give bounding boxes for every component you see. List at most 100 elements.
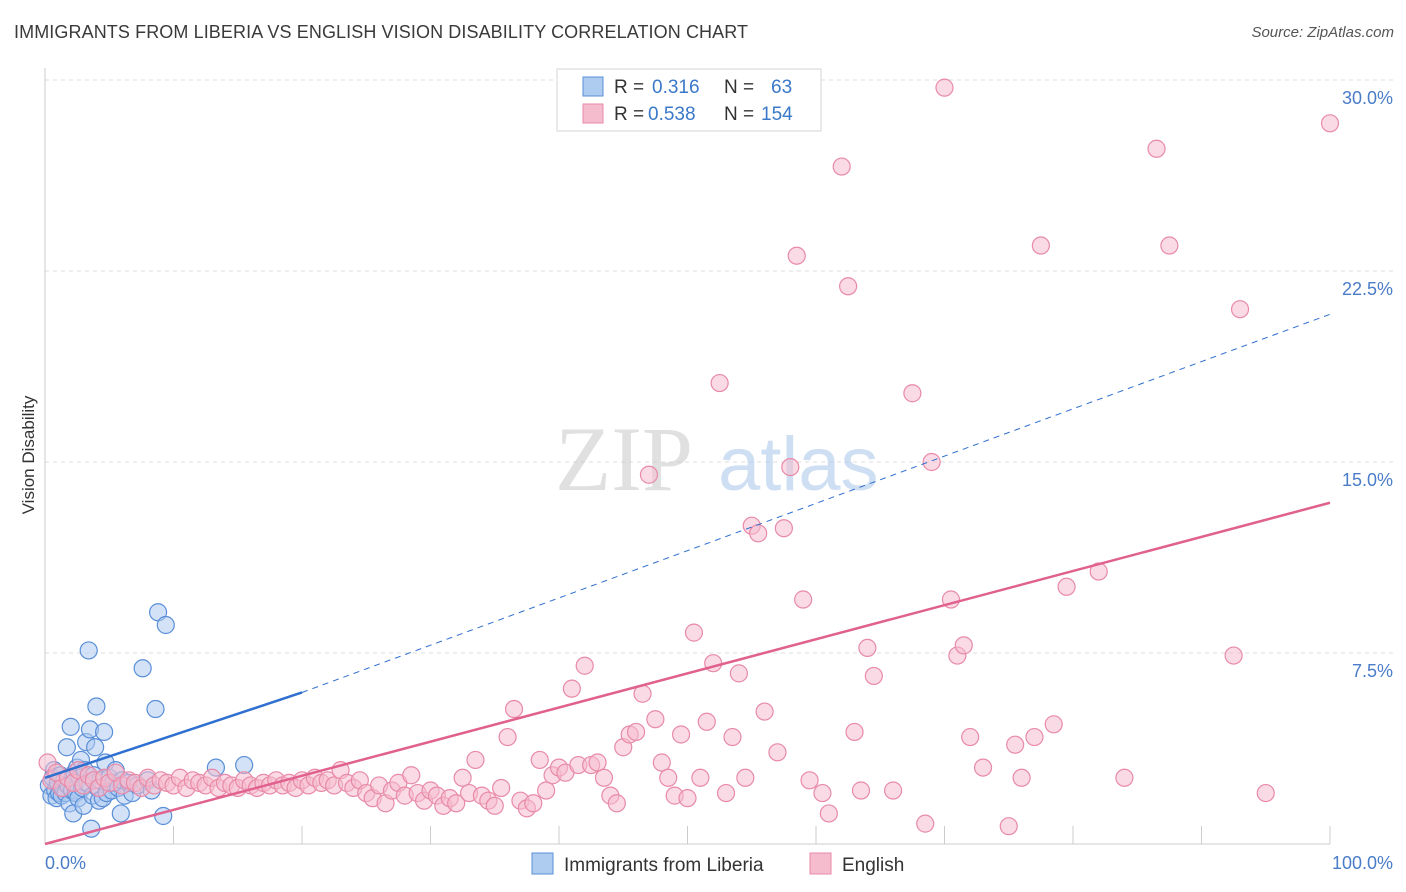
- english-point: [524, 794, 543, 813]
- chart-title: IMMIGRANTS FROM LIBERIA VS ENGLISH VISIO…: [14, 22, 749, 42]
- y-tick-label: 7.5%: [1352, 661, 1393, 681]
- liberia-point: [146, 699, 165, 719]
- legend-swatch-pink: [582, 103, 604, 124]
- english-point: [1160, 236, 1179, 255]
- liberia-point: [79, 641, 98, 660]
- english-point: [935, 78, 954, 97]
- english-point: [639, 465, 659, 484]
- english-point: [973, 758, 993, 777]
- liberia-point: [57, 738, 76, 757]
- english-point: [800, 771, 819, 790]
- axes: [44, 68, 1331, 845]
- english-point: [749, 524, 768, 543]
- english-trend-line: [44, 501, 1331, 846]
- liberia-trend-line: [44, 691, 303, 779]
- english-point: [723, 727, 742, 747]
- english-point: [575, 656, 594, 675]
- y-tick-label: 30.0%: [1342, 88, 1393, 108]
- liberia-point: [133, 659, 152, 678]
- english-point: [537, 781, 556, 800]
- english-point: [402, 766, 421, 785]
- english-point: [1256, 783, 1275, 803]
- legend-r-label: R =: [614, 104, 644, 125]
- english-point: [710, 373, 729, 393]
- english-point: [755, 702, 774, 721]
- legend-label-liberia: Immigrants from Liberia: [564, 855, 764, 876]
- series-legend: Immigrants from Liberia English: [531, 852, 904, 876]
- english-point: [916, 814, 935, 833]
- english-point: [671, 725, 691, 744]
- liberia-point: [61, 717, 80, 736]
- legend-n-value: 154: [761, 104, 793, 125]
- english-point: [781, 457, 800, 477]
- source-credit: Source: ZipAtlas.com: [1251, 24, 1394, 41]
- english-point: [787, 246, 806, 265]
- english-point: [858, 638, 877, 658]
- liberia-point: [86, 738, 105, 757]
- english-point: [697, 712, 716, 731]
- watermark-zip: ZIP: [555, 408, 693, 510]
- english-point: [1025, 727, 1044, 747]
- english-point: [813, 783, 832, 803]
- y-tick-label: 22.5%: [1342, 279, 1393, 299]
- english-point: [492, 778, 511, 798]
- english-point: [659, 768, 678, 787]
- liberia-point: [87, 697, 106, 716]
- english-point: [1147, 139, 1166, 158]
- english-point: [768, 743, 787, 762]
- english-point: [1115, 768, 1134, 787]
- liberia-point: [156, 615, 175, 635]
- english-point: [922, 452, 941, 472]
- english-point: [453, 768, 472, 787]
- legend-r-value: 0.316: [652, 77, 700, 98]
- x-tick-label: 0.0%: [45, 853, 86, 873]
- english-point: [1057, 577, 1076, 596]
- english-point: [691, 768, 710, 787]
- x-tick-label: 100.0%: [1332, 853, 1393, 873]
- trend-lines: [44, 313, 1331, 846]
- english-point: [562, 679, 581, 698]
- english-point: [684, 623, 704, 642]
- english-point: [736, 768, 755, 787]
- english-point: [961, 727, 980, 747]
- english-point: [845, 722, 864, 742]
- liberia-point: [235, 755, 254, 775]
- english-point: [903, 384, 922, 403]
- grid-lines: [45, 79, 1394, 654]
- english-point: [883, 781, 903, 800]
- english-point: [485, 796, 504, 815]
- y-tick-labels: 7.5% 15.0% 22.5% 30.0%: [1342, 88, 1393, 681]
- legend-swatch-english: [809, 852, 832, 875]
- legend-n-label: N =: [724, 104, 754, 125]
- english-point: [851, 781, 871, 800]
- english-point: [652, 753, 671, 772]
- series-english-points: [38, 78, 1340, 836]
- legend-swatch-liberia: [531, 852, 554, 875]
- english-point: [999, 817, 1018, 836]
- legend-n-label: N =: [724, 77, 754, 98]
- english-point: [819, 804, 838, 823]
- legend-swatch-blue: [582, 76, 604, 97]
- english-point: [1031, 236, 1050, 255]
- english-point: [1012, 768, 1031, 787]
- english-point: [774, 519, 793, 538]
- liberia-point: [95, 722, 114, 742]
- english-point: [729, 664, 749, 683]
- english-point: [1224, 646, 1243, 665]
- legend-r-label: R =: [614, 77, 644, 98]
- english-point: [447, 794, 466, 813]
- legend-n-value: 63: [771, 77, 792, 98]
- english-point: [678, 789, 697, 808]
- english-point: [594, 768, 614, 787]
- stats-legend: R = 0.316 N = 63 R = 0.538 N = 154: [556, 68, 822, 132]
- english-point: [716, 783, 736, 803]
- english-point: [1044, 715, 1063, 734]
- english-point: [646, 710, 665, 729]
- legend-label-english: English: [842, 855, 904, 876]
- english-point: [1320, 114, 1340, 133]
- y-axis-label: Vision Disability: [19, 395, 38, 514]
- english-point: [466, 750, 485, 770]
- english-point: [832, 157, 851, 176]
- english-point: [1006, 735, 1025, 754]
